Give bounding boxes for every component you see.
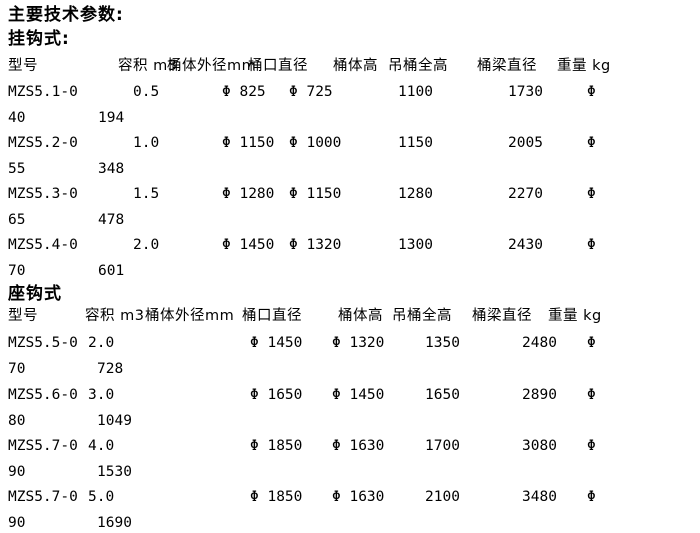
model-cell: MZS5.6-0: [8, 387, 78, 403]
value-cell: 3480: [522, 489, 557, 505]
beam-diameter-cell: 90: [8, 464, 26, 480]
value-cell: Φ 1150: [289, 186, 342, 202]
model-cell: MZS5.3-0: [8, 186, 78, 202]
value-cell: 1730: [508, 84, 543, 100]
weight-cell: 478: [98, 212, 125, 228]
value-cell: Φ: [587, 387, 596, 403]
column-header: 桶体高: [338, 308, 383, 324]
value-cell: 1150: [398, 135, 433, 151]
weight-cell: 348: [98, 161, 125, 177]
value-cell: Φ 1450: [250, 335, 303, 351]
value-cell: Φ 1000: [289, 135, 342, 151]
column-header: 桶梁直径: [472, 308, 532, 324]
model-cell: MZS5.1-0: [8, 84, 78, 100]
value-cell: Φ: [587, 438, 596, 454]
weight-cell: 194: [98, 110, 125, 126]
value-cell: 1650: [425, 387, 460, 403]
column-header: 重量 kg: [548, 308, 602, 324]
model-cell: MZS5.7-0: [8, 489, 78, 505]
value-cell: Φ: [587, 135, 596, 151]
value-cell: Φ: [587, 84, 596, 100]
beam-diameter-cell: 80: [8, 413, 26, 429]
value-cell: Φ 1850: [250, 438, 303, 454]
beam-diameter-cell: 70: [8, 263, 26, 279]
column-header: 型号: [8, 308, 38, 324]
weight-cell: 1690: [97, 515, 132, 531]
column-header: 桶梁直径: [477, 58, 537, 74]
value-cell: 2430: [508, 237, 543, 253]
value-cell: 2480: [522, 335, 557, 351]
column-header: 吊桶全高: [388, 58, 448, 74]
section-title: 座钩式: [8, 284, 62, 304]
value-cell: Φ: [587, 489, 596, 505]
column-header: 桶口直径: [248, 58, 308, 74]
value-cell: Φ 725: [289, 84, 333, 100]
value-cell: 3.0: [88, 387, 115, 403]
value-cell: 1.0: [133, 135, 160, 151]
value-cell: 1300: [398, 237, 433, 253]
model-cell: MZS5.7-0: [8, 438, 78, 454]
weight-cell: 1049: [97, 413, 132, 429]
value-cell: Φ 1630: [332, 438, 385, 454]
value-cell: 1100: [398, 84, 433, 100]
model-cell: MZS5.4-0: [8, 237, 78, 253]
model-cell: MZS5.5-0: [8, 335, 78, 351]
value-cell: Φ 1280: [222, 186, 275, 202]
weight-cell: 728: [97, 361, 124, 377]
value-cell: 2890: [522, 387, 557, 403]
column-header: 容积 m3: [118, 58, 178, 74]
column-header: 桶口直径: [242, 308, 302, 324]
column-header: 吊桶全高: [392, 308, 452, 324]
weight-cell: 1530: [97, 464, 132, 480]
value-cell: 1.5: [133, 186, 160, 202]
column-header: 桶体高: [333, 58, 378, 74]
beam-diameter-cell: 90: [8, 515, 26, 531]
page-title: 主要技术参数:: [8, 5, 124, 25]
weight-cell: 601: [98, 263, 125, 279]
column-header: 容积 m3: [85, 308, 145, 324]
value-cell: 3080: [522, 438, 557, 454]
value-cell: 4.0: [88, 438, 115, 454]
column-header: 桶体外径mm: [145, 308, 235, 324]
value-cell: 2270: [508, 186, 543, 202]
value-cell: Φ 825: [222, 84, 266, 100]
value-cell: 1280: [398, 186, 433, 202]
value-cell: Φ 1850: [250, 489, 303, 505]
value-cell: Φ: [587, 237, 596, 253]
beam-diameter-cell: 70: [8, 361, 26, 377]
value-cell: 2005: [508, 135, 543, 151]
value-cell: 0.5: [133, 84, 160, 100]
value-cell: 1350: [425, 335, 460, 351]
section-title: 挂钩式:: [8, 29, 70, 49]
value-cell: Φ 1630: [332, 489, 385, 505]
beam-diameter-cell: 65: [8, 212, 26, 228]
value-cell: Φ 1150: [222, 135, 275, 151]
value-cell: Φ 1320: [289, 237, 342, 253]
beam-diameter-cell: 40: [8, 110, 26, 126]
model-cell: MZS5.2-0: [8, 135, 78, 151]
value-cell: 2.0: [133, 237, 160, 253]
column-header: 型号: [8, 58, 38, 74]
value-cell: 2100: [425, 489, 460, 505]
value-cell: Φ 1320: [332, 335, 385, 351]
value-cell: Φ: [587, 335, 596, 351]
value-cell: Φ 1450: [222, 237, 275, 253]
value-cell: Φ 1450: [332, 387, 385, 403]
value-cell: 1700: [425, 438, 460, 454]
value-cell: 2.0: [88, 335, 115, 351]
value-cell: Φ 1650: [250, 387, 303, 403]
value-cell: Φ: [587, 186, 596, 202]
column-header: 重量 kg: [557, 58, 611, 74]
column-header: 桶体外径mm: [167, 58, 257, 74]
beam-diameter-cell: 55: [8, 161, 26, 177]
value-cell: 5.0: [88, 489, 115, 505]
